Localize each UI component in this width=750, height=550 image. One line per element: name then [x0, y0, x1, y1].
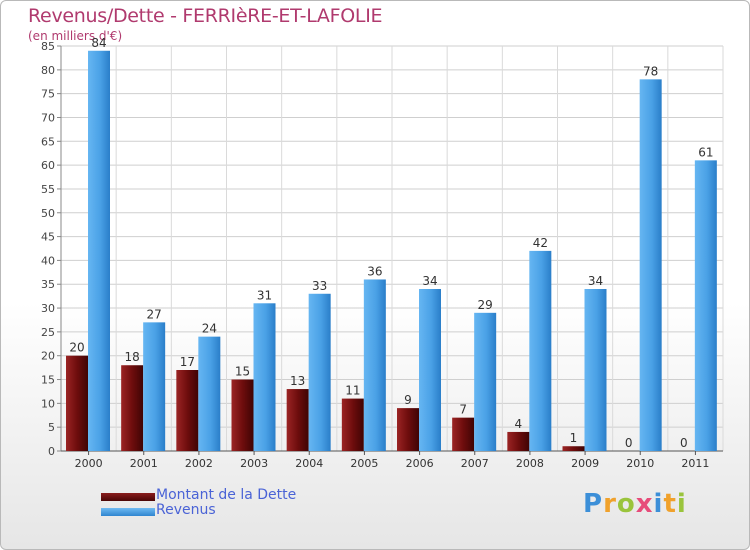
ytick-label-20: 20	[41, 350, 55, 363]
data-label-debt-2000: 20	[69, 341, 84, 355]
data-label-revenue-2004: 33	[312, 279, 327, 293]
bar-revenue-2003	[253, 303, 276, 451]
xtick-label-2003: 2003	[240, 457, 268, 470]
data-label-revenue-2007: 29	[478, 298, 493, 312]
xtick-label-2000: 2000	[75, 457, 103, 470]
ytick-label-5: 5	[48, 421, 55, 434]
data-label-debt-2009: 1	[570, 431, 578, 445]
bar-debt-2002	[176, 370, 199, 451]
ytick-label-40: 40	[41, 254, 55, 267]
bar-revenue-2010	[639, 79, 662, 452]
data-label-revenue-2003: 31	[257, 288, 272, 302]
xtick-label-2007: 2007	[461, 457, 489, 470]
data-label-debt-2010: 0	[625, 436, 633, 450]
data-label-debt-2011: 0	[680, 436, 688, 450]
ytick-label-50: 50	[41, 207, 55, 220]
ytick-label-45: 45	[41, 231, 55, 244]
bar-debt-2009	[562, 446, 585, 451]
ytick-label-25: 25	[41, 326, 55, 339]
bar-revenue-2011	[694, 160, 717, 451]
bar-revenue-2005	[363, 279, 386, 451]
bar-revenue-2007	[474, 312, 497, 451]
bar-revenue-2001	[143, 322, 166, 451]
labels: 0510152025303540455055606570758085200020…	[41, 36, 713, 470]
bar-debt-2006	[397, 408, 419, 451]
data-label-revenue-2001: 27	[147, 307, 162, 321]
xtick-label-2002: 2002	[185, 457, 213, 470]
data-label-debt-2006: 9	[404, 393, 412, 407]
legend-swatch-debt	[101, 493, 155, 501]
xtick-label-2005: 2005	[350, 457, 378, 470]
data-label-debt-2003: 15	[235, 365, 250, 379]
xtick-label-2009: 2009	[571, 457, 599, 470]
ytick-label-70: 70	[41, 111, 55, 124]
bar-revenue-2000	[88, 50, 110, 451]
bar-revenue-2008	[529, 250, 552, 451]
data-label-debt-2004: 13	[290, 374, 305, 388]
bar-revenue-2002	[198, 336, 221, 451]
xtick-label-2010: 2010	[626, 457, 654, 470]
bar-debt-2005	[341, 398, 364, 451]
data-label-debt-2001: 18	[125, 350, 140, 364]
chart-subtitle: (en milliers d'€)	[28, 29, 123, 43]
data-label-revenue-2006: 34	[422, 274, 437, 288]
data-label-debt-2005: 11	[345, 384, 360, 398]
xtick-label-2008: 2008	[516, 457, 544, 470]
ytick-label-60: 60	[41, 159, 55, 172]
bar-debt-2007	[452, 417, 475, 451]
data-label-revenue-2011: 61	[698, 145, 713, 159]
bar-revenue-2009	[584, 289, 607, 451]
bar-debt-2004	[286, 389, 309, 451]
legend-swatch-revenue	[101, 508, 155, 516]
xtick-label-2006: 2006	[406, 457, 434, 470]
bars	[66, 50, 717, 452]
ytick-label-15: 15	[41, 374, 55, 387]
data-label-revenue-2002: 24	[202, 322, 217, 336]
ytick-label-0: 0	[48, 445, 55, 458]
bar-debt-2001	[121, 365, 144, 451]
xtick-label-2004: 2004	[295, 457, 323, 470]
data-label-revenue-2000: 84	[91, 36, 106, 50]
bar-debt-2000	[66, 355, 88, 451]
grid-lines	[60, 45, 724, 451]
data-label-revenue-2009: 34	[588, 274, 603, 288]
data-label-debt-2007: 7	[459, 403, 467, 417]
data-label-debt-2008: 4	[515, 417, 523, 431]
axes	[57, 45, 723, 455]
data-label-revenue-2010: 78	[643, 64, 658, 78]
xtick-label-2011: 2011	[681, 457, 709, 470]
xtick-label-2001: 2001	[130, 457, 158, 470]
legend-label-revenue: Revenus	[156, 502, 216, 518]
bar-debt-2008	[507, 431, 530, 451]
data-label-revenue-2005: 36	[367, 264, 382, 278]
ytick-label-65: 65	[41, 135, 55, 148]
ytick-label-80: 80	[41, 64, 55, 77]
proxiti-logo: Proxiti	[583, 489, 687, 519]
data-label-revenue-2008: 42	[533, 236, 548, 250]
ytick-label-10: 10	[41, 397, 55, 410]
ytick-label-75: 75	[41, 88, 55, 101]
ytick-label-35: 35	[41, 278, 55, 291]
ytick-label-55: 55	[41, 183, 55, 196]
ytick-label-85: 85	[41, 40, 55, 53]
legend-label-debt: Montant de la Dette	[156, 487, 297, 503]
ytick-label-30: 30	[41, 302, 55, 315]
chart-title: Revenus/Dette - FERRIèRE-ET-LAFOLIE	[28, 5, 383, 27]
bar-revenue-2004	[308, 293, 331, 451]
data-label-debt-2002: 17	[180, 355, 195, 369]
bar-debt-2003	[231, 379, 254, 451]
bar-revenue-2006	[419, 289, 441, 451]
